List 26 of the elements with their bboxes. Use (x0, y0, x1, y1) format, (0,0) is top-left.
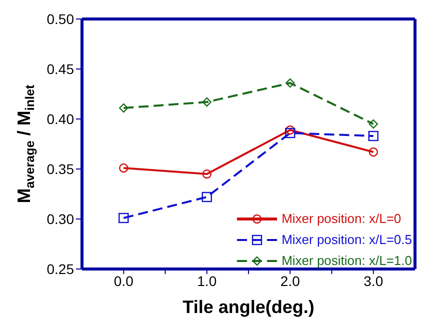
point (286, 78, 295, 88)
point (202, 169, 212, 179)
x-tick-label: 2.0 (280, 272, 300, 289)
y-tick-label: 0.30 (46, 210, 74, 227)
x-tick-label: 1.0 (197, 272, 217, 289)
point (285, 128, 296, 138)
point (368, 147, 378, 157)
point (368, 119, 378, 129)
y-tick-label: 0.50 (46, 10, 74, 27)
y-tick-label: 0.25 (46, 260, 74, 277)
point (118, 212, 129, 224)
x-tick-label: 3.0 (364, 272, 384, 289)
x-axis-title: Tile angle(deg.) (182, 297, 314, 317)
point (202, 97, 212, 107)
point (119, 103, 128, 113)
point (119, 163, 128, 173)
y-tick-label: 0.35 (46, 160, 74, 177)
point (368, 130, 378, 142)
legend-label: Mixer position: x/L=1.0 (282, 253, 412, 268)
point (202, 192, 212, 202)
x-tick-label: 0.0 (114, 272, 134, 289)
point (286, 125, 295, 135)
y-tick-label: 0.45 (46, 60, 74, 77)
y-tick-label: 0.40 (46, 110, 74, 127)
legend-label: Mixer position: x/L=0 (282, 211, 402, 226)
legend-label: Mixer position: x/L=0.5 (282, 232, 412, 247)
